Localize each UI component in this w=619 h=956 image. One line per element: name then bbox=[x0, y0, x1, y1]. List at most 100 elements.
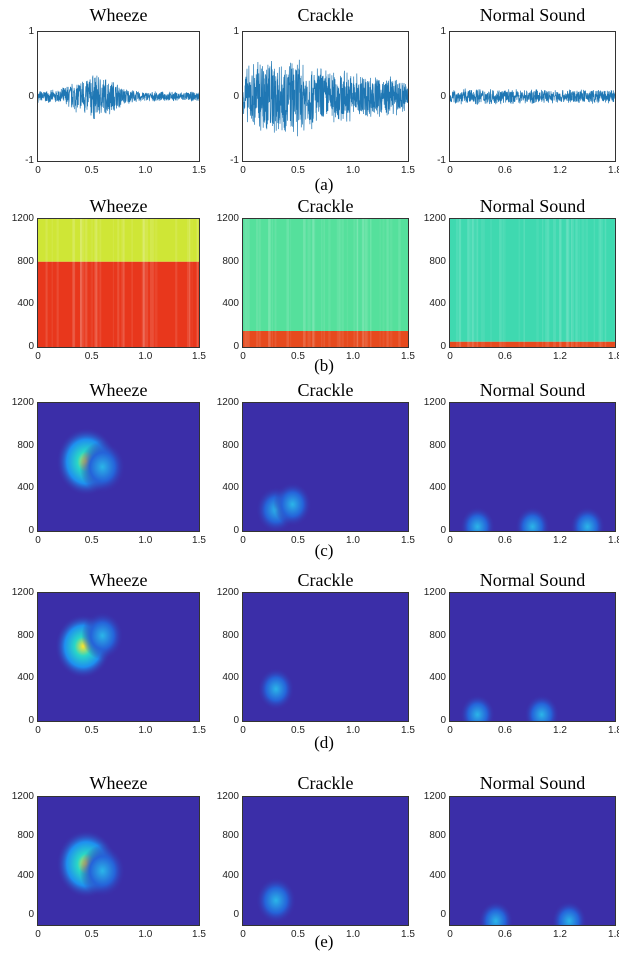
x-tick-label: 0.5 bbox=[84, 165, 99, 176]
x-tick-label: 0.5 bbox=[84, 929, 99, 940]
plot-area bbox=[242, 31, 409, 162]
spectrogram-texture bbox=[585, 219, 588, 347]
scalogram-hotspot bbox=[460, 694, 495, 721]
spectrogram-texture bbox=[598, 219, 601, 347]
x-tick-label: 0.5 bbox=[291, 535, 305, 546]
x-tick-label: 0 bbox=[240, 725, 246, 736]
spectrogram-texture bbox=[289, 219, 292, 347]
spectrogram-texture bbox=[286, 219, 290, 347]
y-tick-label: 800 bbox=[222, 255, 239, 267]
x-tick-label: 0 bbox=[240, 535, 246, 546]
row-label: (b) bbox=[314, 356, 334, 375]
scalogram-hotspot bbox=[551, 901, 587, 925]
x-tick-label: 1.8 bbox=[608, 351, 619, 362]
scalogram-hotspot bbox=[79, 844, 126, 897]
spectrogram-texture bbox=[364, 219, 367, 347]
y-tick-label: 800 bbox=[222, 629, 239, 641]
spectrogram-texture bbox=[123, 219, 125, 347]
spectrogram-texture bbox=[346, 219, 349, 347]
spectrogram-texture bbox=[482, 219, 485, 347]
spectrogram-texture bbox=[312, 219, 314, 347]
spectrogram-texture bbox=[558, 219, 562, 347]
spectrogram-texture bbox=[500, 219, 504, 347]
y-tick-label: 1200 bbox=[11, 791, 34, 802]
y-tick-label: 1200 bbox=[11, 397, 34, 408]
spectrogram-texture bbox=[467, 219, 470, 347]
spectrogram-texture bbox=[258, 219, 262, 347]
plot-svg bbox=[450, 797, 615, 925]
spectrogram-texture bbox=[141, 219, 144, 347]
y-tick-label: 400 bbox=[222, 869, 239, 881]
spectrogram-texture bbox=[188, 219, 191, 347]
spectrogram-texture bbox=[191, 219, 193, 347]
scalogram-hotspot bbox=[273, 482, 312, 527]
spectrogram-texture bbox=[150, 219, 153, 347]
x-tick-label: 1.2 bbox=[553, 165, 567, 176]
scalogram-hotspot bbox=[257, 668, 295, 710]
x-tick-label: 1.8 bbox=[608, 725, 619, 736]
x-tick-label: 0.6 bbox=[498, 535, 512, 546]
x-tick-label: 0 bbox=[35, 725, 41, 736]
x-tick-label: 0.5 bbox=[291, 929, 305, 940]
scalogram-hotspot bbox=[79, 441, 126, 493]
chart-title: Wheeze bbox=[89, 773, 148, 793]
x-tick-label: 1.5 bbox=[401, 535, 415, 546]
plot-svg bbox=[38, 593, 199, 721]
x-tick-label: 1.8 bbox=[608, 165, 619, 176]
plot-svg bbox=[38, 75, 199, 120]
x-tick-label: 1.0 bbox=[346, 535, 360, 546]
y-tick-label: 800 bbox=[222, 830, 239, 842]
spectrogram-texture bbox=[499, 219, 502, 347]
spectrogram-texture bbox=[175, 219, 178, 347]
plot-svg bbox=[243, 797, 408, 925]
spectrogram-texture bbox=[197, 219, 199, 347]
spectrogram-texture bbox=[143, 219, 145, 347]
x-tick-label: 0 bbox=[240, 351, 246, 362]
x-tick-label: 1.5 bbox=[401, 351, 415, 362]
spectrogram-texture bbox=[338, 219, 342, 347]
chart-title: Crackle bbox=[297, 570, 354, 590]
spectrogram-texture bbox=[271, 219, 273, 347]
spectrogram-texture bbox=[189, 219, 191, 347]
spectrogram-texture bbox=[353, 219, 356, 347]
y-tick-label: 1200 bbox=[216, 213, 239, 224]
spectrogram-texture bbox=[186, 219, 190, 347]
spectrogram-texture bbox=[502, 219, 506, 347]
y-tick-label: 800 bbox=[222, 439, 239, 451]
spectrogram-texture bbox=[131, 219, 133, 347]
y-tick-label: 1200 bbox=[423, 397, 446, 408]
spectrogram-texture bbox=[81, 219, 85, 347]
y-tick-label: 1200 bbox=[216, 791, 239, 802]
spectrogram-texture bbox=[268, 219, 270, 347]
y-tick-label: 800 bbox=[17, 830, 34, 842]
chart-title: Crackle bbox=[297, 196, 354, 216]
x-tick-label: 1.5 bbox=[401, 725, 415, 736]
y-tick-label: 400 bbox=[17, 869, 34, 881]
spectrogram-texture bbox=[244, 219, 247, 347]
x-tick-label: 0 bbox=[35, 165, 41, 176]
plot-svg bbox=[243, 403, 408, 531]
spectrogram-texture bbox=[307, 219, 311, 347]
x-tick-label: 1.5 bbox=[192, 725, 206, 736]
spectrogram-texture bbox=[336, 219, 340, 347]
y-tick-label: 400 bbox=[429, 482, 446, 494]
plot-area bbox=[37, 796, 200, 926]
y-tick-label: 400 bbox=[17, 672, 34, 684]
spectrogram-texture bbox=[79, 219, 83, 347]
spectrogram-texture bbox=[99, 219, 102, 347]
scalogram-hotspot bbox=[81, 611, 124, 660]
spectrogram-band bbox=[243, 219, 408, 331]
y-tick-label: 1 bbox=[28, 26, 34, 37]
spectrogram-texture bbox=[244, 219, 247, 347]
spectrogram-texture bbox=[467, 219, 469, 347]
spectrogram-texture bbox=[256, 219, 259, 347]
spectrogram-texture bbox=[545, 219, 549, 347]
spectrogram-texture bbox=[476, 219, 479, 347]
spectrogram-texture bbox=[321, 219, 323, 347]
chart-title: Normal Sound bbox=[479, 773, 586, 793]
spectrogram-texture bbox=[604, 219, 606, 347]
spectrogram-texture bbox=[490, 219, 492, 347]
x-tick-label: 1.8 bbox=[608, 929, 619, 940]
spectrogram-texture bbox=[328, 219, 331, 347]
